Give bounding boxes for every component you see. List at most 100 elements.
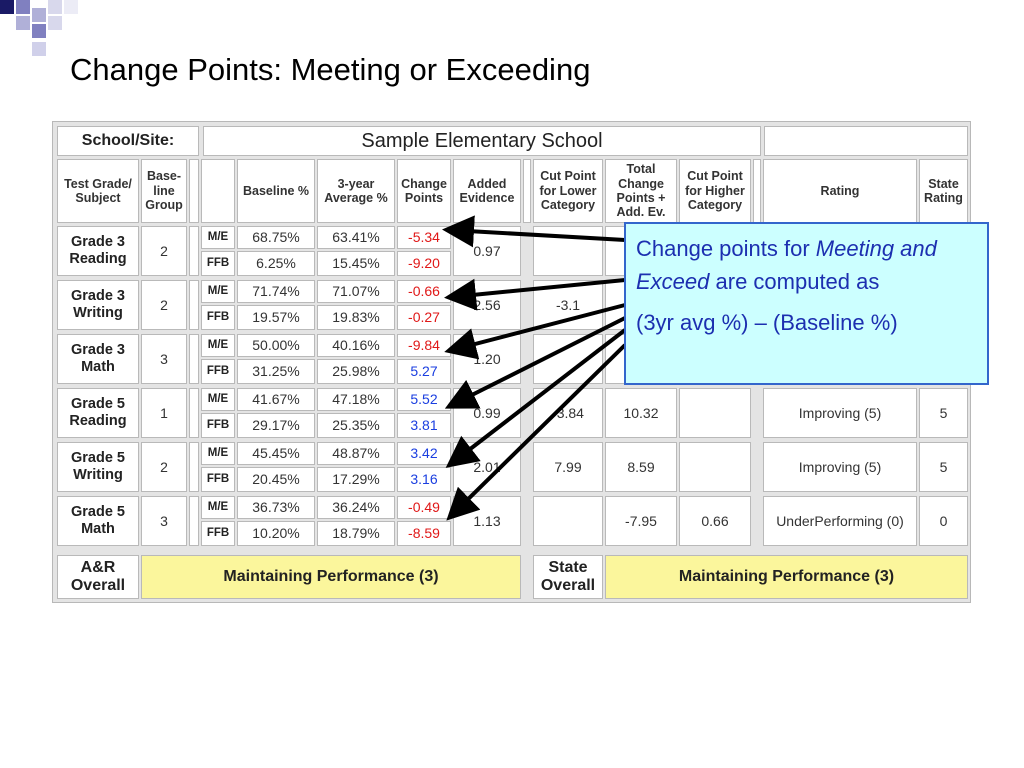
row-total-change: 10.32 bbox=[605, 388, 677, 438]
row-added-evidence: 0.99 bbox=[453, 388, 521, 438]
row-state-rating: 5 bbox=[919, 388, 968, 438]
header-baseline: Baseline % bbox=[237, 159, 315, 223]
row-baseline-group: 1 bbox=[141, 388, 187, 438]
state-overall-value: Maintaining Performance (3) bbox=[605, 555, 968, 599]
row-cut-lower bbox=[533, 226, 603, 276]
row-me-baseline: 50.00% bbox=[237, 334, 315, 357]
row-ffb-change-points: -8.59 bbox=[397, 521, 451, 546]
header-rating: Rating bbox=[763, 159, 917, 223]
row-ffb-3yr-average: 25.35% bbox=[317, 413, 395, 438]
row-me-tag: M/E bbox=[201, 442, 235, 465]
row-grade-subject: Grade 5 Reading bbox=[57, 388, 139, 438]
row-cut-higher: 0.66 bbox=[679, 496, 751, 546]
row-total-change: 8.59 bbox=[605, 442, 677, 492]
header-cut-lower: Cut Point for Lower Category bbox=[533, 159, 603, 223]
row-me-3yr-average: 47.18% bbox=[317, 388, 395, 411]
row-ffb-tag: FFB bbox=[201, 467, 235, 492]
row-ffb-3yr-average: 25.98% bbox=[317, 359, 395, 384]
row-ffb-tag: FFB bbox=[201, 521, 235, 546]
row-ffb-baseline: 19.57% bbox=[237, 305, 315, 330]
decorative-squares-logo bbox=[0, 0, 78, 56]
row-me-3yr-average: 71.07% bbox=[317, 280, 395, 303]
row-ffb-baseline: 29.17% bbox=[237, 413, 315, 438]
row-cut-higher bbox=[679, 442, 751, 492]
row-ffb-baseline: 10.20% bbox=[237, 521, 315, 546]
row-me-change-points: -5.34 bbox=[397, 226, 451, 249]
row-ffb-change-points: -0.27 bbox=[397, 305, 451, 330]
row-ffb-tag: FFB bbox=[201, 359, 235, 384]
row-grade-subject: Grade 3 Reading bbox=[57, 226, 139, 276]
row-spacer bbox=[189, 388, 199, 438]
row-ffb-tag: FFB bbox=[201, 413, 235, 438]
row-me-baseline: 41.67% bbox=[237, 388, 315, 411]
row-ffb-change-points: -9.20 bbox=[397, 251, 451, 276]
row-ffb-baseline: 31.25% bbox=[237, 359, 315, 384]
row-added-evidence: 2.01 bbox=[453, 442, 521, 492]
row-ffb-3yr-average: 17.29% bbox=[317, 467, 395, 492]
header-tag-blank bbox=[201, 159, 235, 223]
row-ffb-3yr-average: 19.83% bbox=[317, 305, 395, 330]
row-added-evidence: 1.20 bbox=[453, 334, 521, 384]
row-cut-lower: -3.1 bbox=[533, 280, 603, 330]
row-cut-lower: -3.84 bbox=[533, 388, 603, 438]
row-me-tag: M/E bbox=[201, 334, 235, 357]
row-me-baseline: 68.75% bbox=[237, 226, 315, 249]
school-row-blank bbox=[764, 126, 968, 156]
school-label: School/Site: bbox=[57, 126, 199, 156]
row-ffb-3yr-average: 18.79% bbox=[317, 521, 395, 546]
callout-box: Change points for Meeting and Exceed are… bbox=[624, 222, 989, 385]
row-state-rating: 5 bbox=[919, 442, 968, 492]
row-ffb-baseline: 20.45% bbox=[237, 467, 315, 492]
row-rating: UnderPerforming (0) bbox=[763, 496, 917, 546]
row-spacer bbox=[189, 496, 199, 546]
row-me-tag: M/E bbox=[201, 388, 235, 411]
callout-formula: (3yr avg %) – (Baseline %) bbox=[636, 310, 898, 335]
row-baseline-group: 2 bbox=[141, 442, 187, 492]
row-baseline-group: 3 bbox=[141, 334, 187, 384]
row-ffb-change-points: 3.16 bbox=[397, 467, 451, 492]
row-me-tag: M/E bbox=[201, 280, 235, 303]
row-me-baseline: 71.74% bbox=[237, 280, 315, 303]
header-spacer bbox=[189, 159, 199, 223]
state-overall-label: State Overall bbox=[533, 555, 603, 599]
callout-line1: Change points for Meeting and Exceed are… bbox=[636, 236, 937, 294]
row-me-3yr-average: 36.24% bbox=[317, 496, 395, 519]
row-me-tag: M/E bbox=[201, 496, 235, 519]
row-added-evidence: 0.97 bbox=[453, 226, 521, 276]
row-me-tag: M/E bbox=[201, 226, 235, 249]
row-me-change-points: 3.42 bbox=[397, 442, 451, 465]
slide-title: Change Points: Meeting or Exceeding bbox=[70, 52, 591, 87]
row-spacer bbox=[189, 334, 199, 384]
row-me-change-points: -0.66 bbox=[397, 280, 451, 303]
row-me-3yr-average: 48.87% bbox=[317, 442, 395, 465]
row-grade-subject: Grade 5 Math bbox=[57, 496, 139, 546]
row-me-3yr-average: 63.41% bbox=[317, 226, 395, 249]
row-spacer bbox=[189, 442, 199, 492]
row-cut-higher bbox=[679, 388, 751, 438]
row-total-change: -7.95 bbox=[605, 496, 677, 546]
header-added-evidence: Added Evidence bbox=[453, 159, 521, 223]
row-me-change-points: 5.52 bbox=[397, 388, 451, 411]
row-me-baseline: 36.73% bbox=[237, 496, 315, 519]
row-me-3yr-average: 40.16% bbox=[317, 334, 395, 357]
row-baseline-group: 3 bbox=[141, 496, 187, 546]
row-me-change-points: -0.49 bbox=[397, 496, 451, 519]
row-state-rating: 0 bbox=[919, 496, 968, 546]
row-baseline-group: 2 bbox=[141, 226, 187, 276]
row-ffb-change-points: 5.27 bbox=[397, 359, 451, 384]
row-me-change-points: -9.84 bbox=[397, 334, 451, 357]
header-total-change: Total Change Points + Add. Ev. bbox=[605, 159, 677, 223]
row-ffb-baseline: 6.25% bbox=[237, 251, 315, 276]
ar-overall-value: Maintaining Performance (3) bbox=[141, 555, 521, 599]
row-cut-lower bbox=[533, 496, 603, 546]
row-added-evidence: 1.13 bbox=[453, 496, 521, 546]
row-grade-subject: Grade 5 Writing bbox=[57, 442, 139, 492]
row-grade-subject: Grade 3 Math bbox=[57, 334, 139, 384]
header-cut-higher: Cut Point for Higher Category bbox=[679, 159, 751, 223]
row-rating: Improving (5) bbox=[763, 388, 917, 438]
row-spacer bbox=[189, 226, 199, 276]
row-ffb-tag: FFB bbox=[201, 251, 235, 276]
header-subject: Test Grade/ Subject bbox=[57, 159, 139, 223]
header-spacer-2 bbox=[523, 159, 531, 223]
row-cut-lower bbox=[533, 334, 603, 384]
